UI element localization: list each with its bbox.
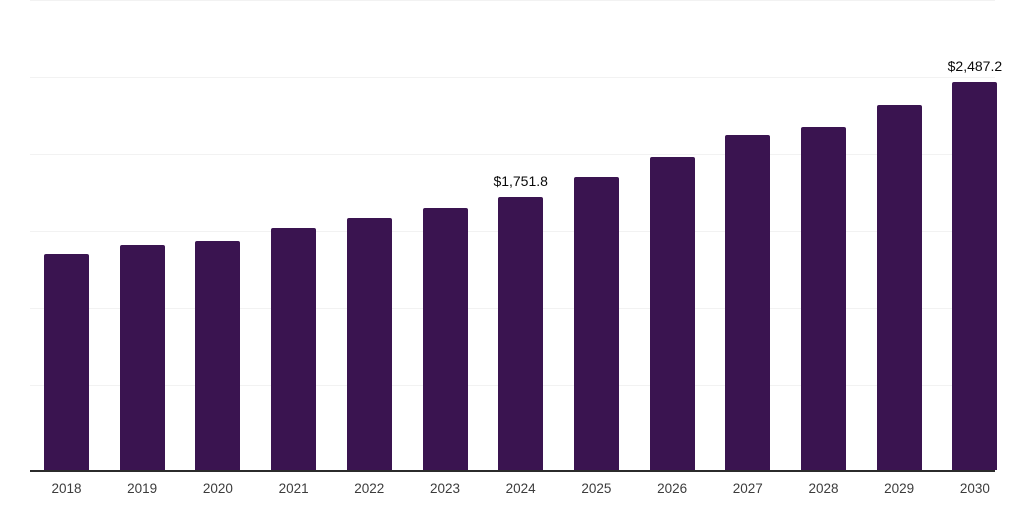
x-axis-tick-2024: 2024 [505, 481, 536, 496]
bar-2025[interactable] [573, 177, 619, 470]
x-axis-tick-2018: 2018 [51, 481, 82, 496]
x-axis-tick-2020: 2020 [202, 481, 233, 496]
x-axis-tick-2029: 2029 [884, 481, 915, 496]
bar-2024[interactable] [498, 196, 544, 470]
x-axis-tick-2022: 2022 [354, 481, 385, 496]
bar-2021[interactable] [271, 228, 317, 470]
x-axis-tick-2023: 2023 [429, 481, 460, 496]
bar-2029[interactable] [876, 105, 922, 470]
bar-2026[interactable] [649, 157, 695, 470]
bar-value-label-2030: $2,487.2 [947, 58, 1003, 75]
x-axis-tick-2021: 2021 [278, 481, 309, 496]
bar-2030[interactable] [952, 82, 998, 470]
x-axis-tick-2027: 2027 [732, 481, 763, 496]
x-axis-tick-2026: 2026 [657, 481, 688, 496]
x-axis-tick-2028: 2028 [808, 481, 839, 496]
x-axis-line [30, 470, 995, 472]
x-axis-tick-2025: 2025 [581, 481, 612, 496]
bar-2028[interactable] [801, 127, 846, 470]
bar-2022[interactable] [346, 218, 392, 470]
x-axis-tick-2030: 2030 [959, 481, 990, 496]
bar-2020[interactable] [195, 241, 241, 470]
bar-2019[interactable] [119, 245, 165, 470]
bar-2027[interactable] [725, 135, 771, 470]
bar-value-label-2024: $1,751.8 [493, 172, 548, 189]
bar-2023[interactable] [422, 208, 468, 470]
x-axis-tick-2019: 2019 [127, 481, 158, 496]
bar-2018[interactable] [44, 254, 89, 470]
